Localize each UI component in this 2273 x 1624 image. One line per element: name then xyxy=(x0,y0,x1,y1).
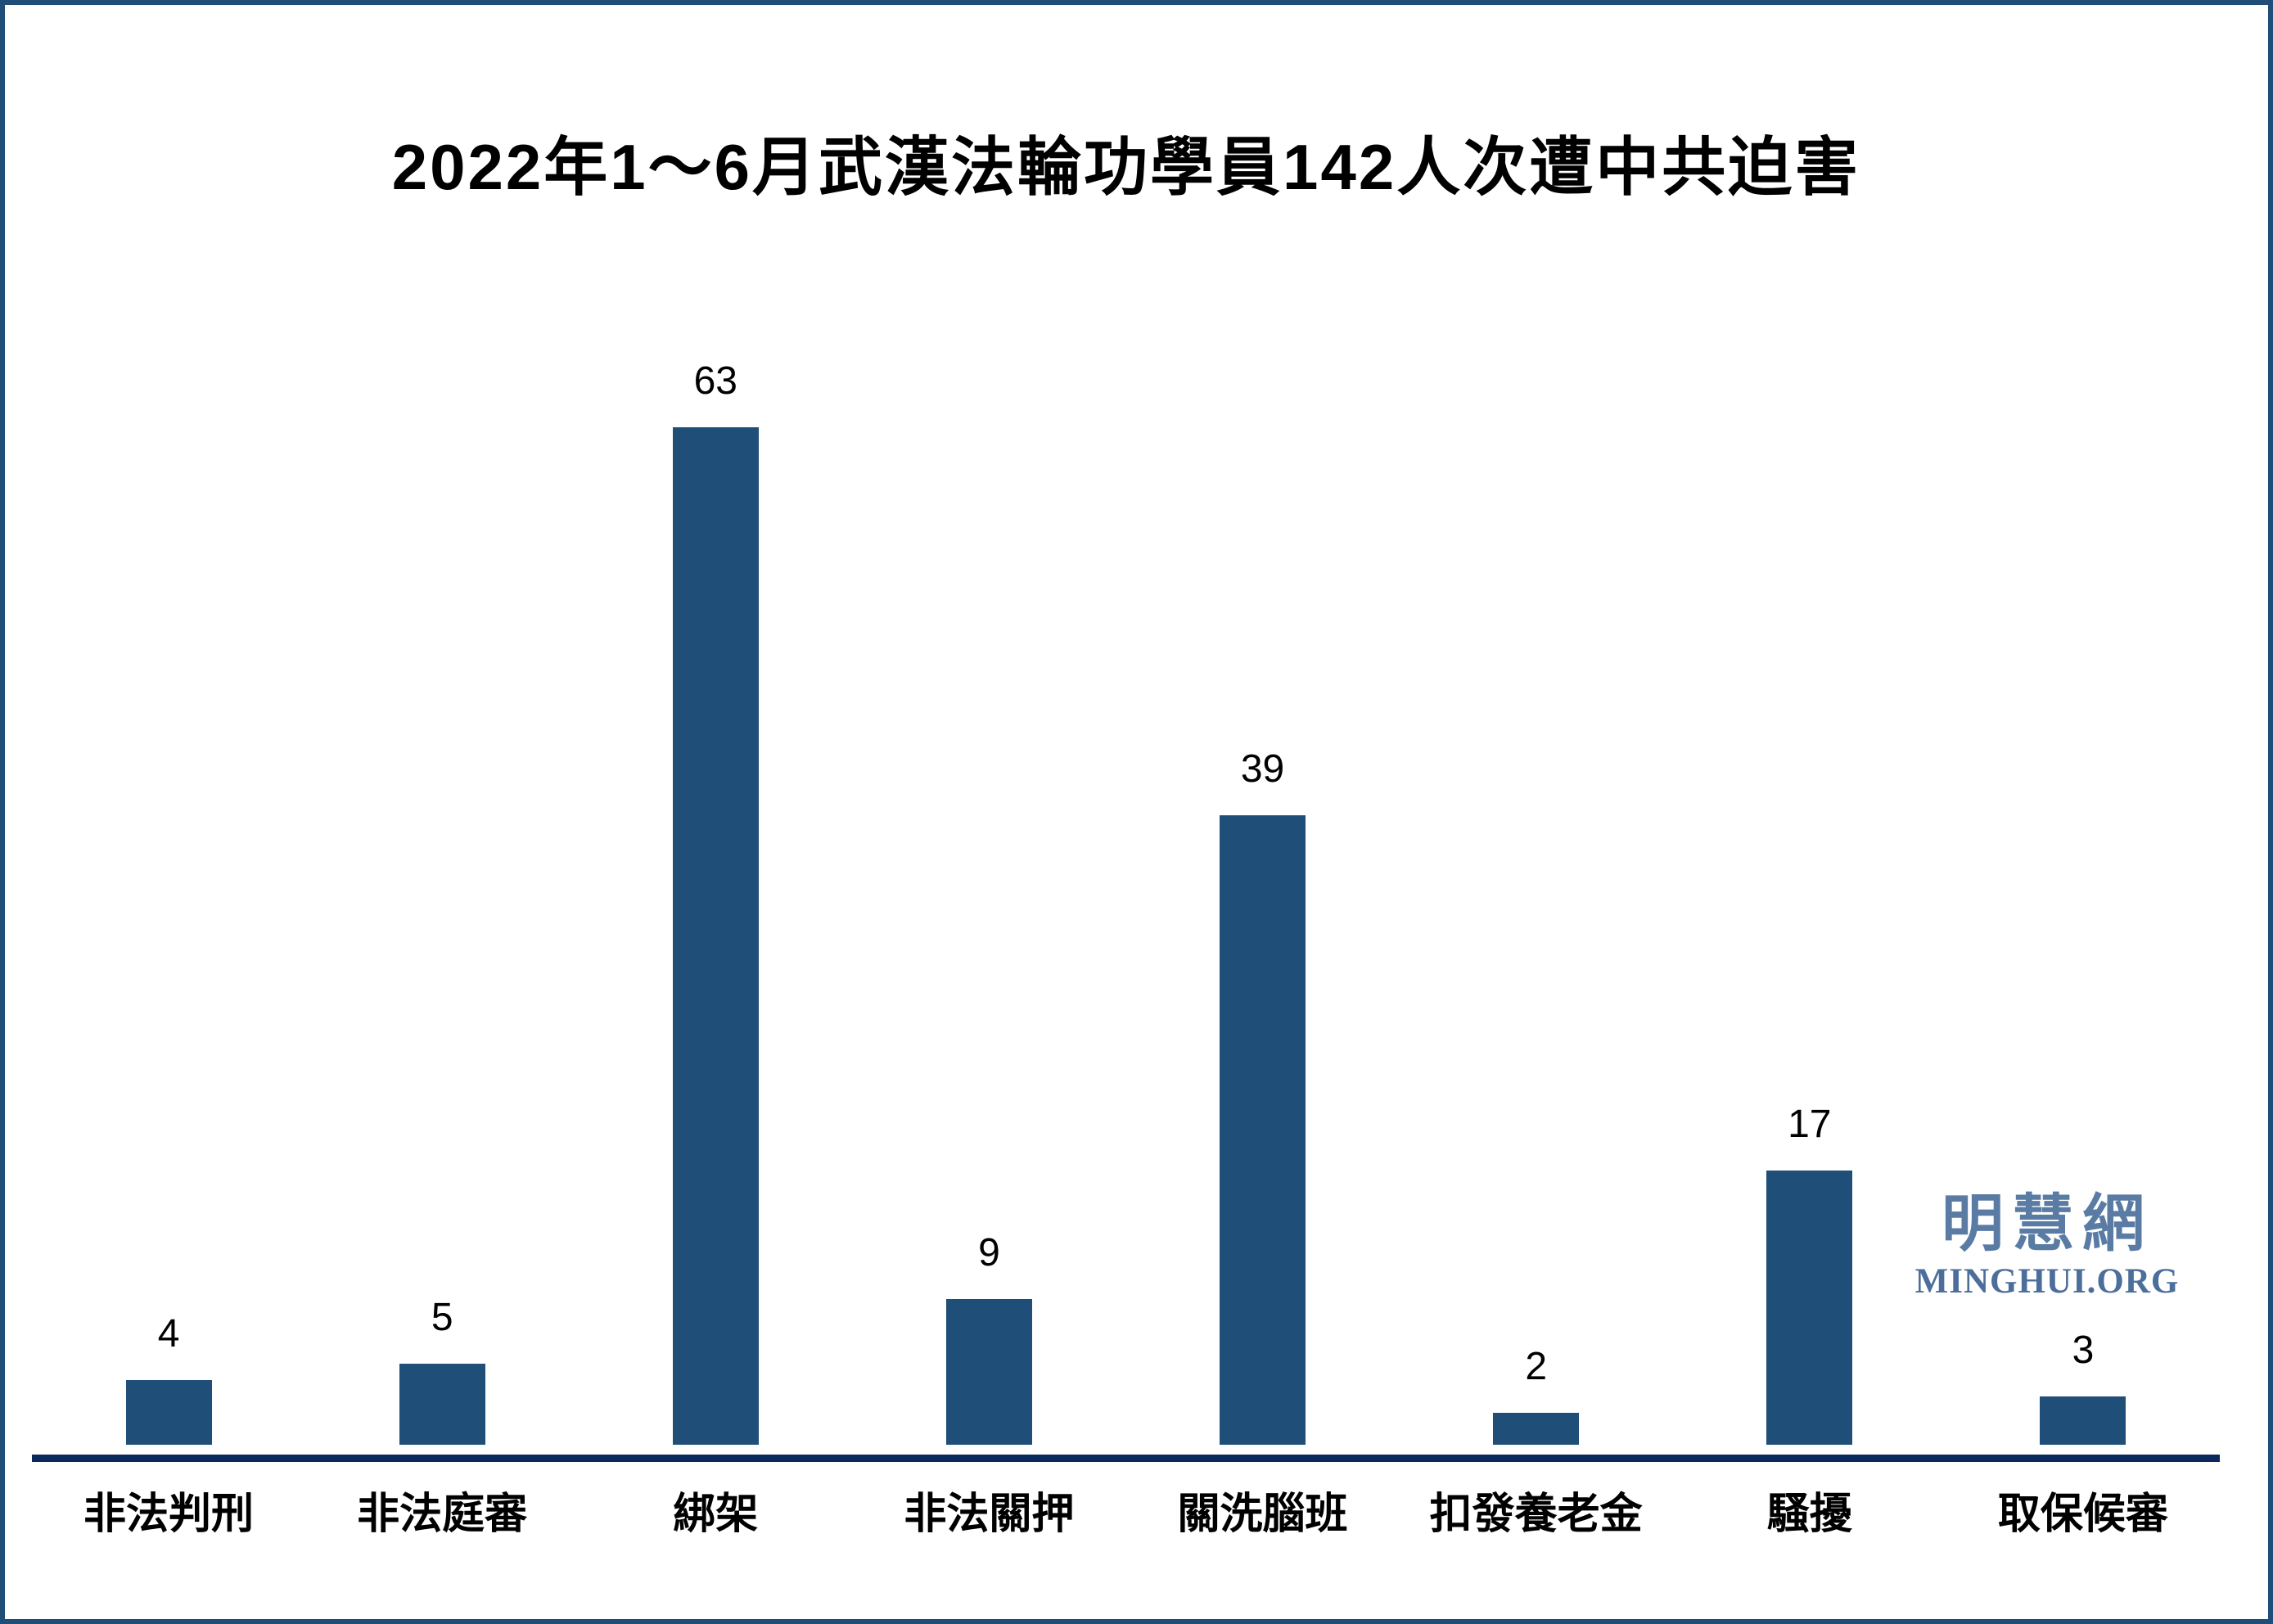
bar-slot: 5 xyxy=(305,250,579,1445)
x-axis-label: 取保候審 xyxy=(1997,1491,2168,1538)
bar-slot: 9 xyxy=(852,250,1125,1445)
bar-chart-plot-area: 4 5 63 9 39 2 17 3 xyxy=(32,250,2220,1445)
bar-value-label: 63 xyxy=(693,359,737,403)
watermark-latin-text: MINGHUI.ORG xyxy=(1914,1262,2180,1301)
watermark-cjk-text: 明慧網 xyxy=(1942,1189,2153,1259)
bar-value-label: 3 xyxy=(2072,1329,2095,1372)
bar-slot: 3 xyxy=(1946,250,2220,1445)
bar-value-label: 39 xyxy=(1240,747,1285,791)
bar-value-label: 17 xyxy=(1788,1103,1832,1146)
minghui-watermark: 明慧網 MINGHUI.ORG xyxy=(1873,1189,2221,1301)
bar-slot: 39 xyxy=(1126,250,1400,1445)
x-axis-label: 騷擾 xyxy=(1766,1491,1852,1538)
bar xyxy=(2040,1396,2126,1445)
bar-value-label: 9 xyxy=(978,1231,1000,1274)
x-axis-label: 非法關押 xyxy=(904,1491,1075,1538)
bar xyxy=(125,1380,212,1445)
x-axis-label: 綁架 xyxy=(673,1491,759,1538)
bar-slot: 4 xyxy=(32,250,305,1445)
chart-title: 2022年1～6月武漢法輪功學員142人次遭中共迫害 xyxy=(391,131,1861,203)
bar xyxy=(1766,1171,1853,1445)
bar xyxy=(945,1299,1032,1445)
bar-value-label: 2 xyxy=(1525,1345,1548,1388)
bar xyxy=(399,1364,485,1445)
bar xyxy=(1220,815,1306,1445)
x-axis-label: 非法庭審 xyxy=(357,1491,528,1538)
bar-value-label: 4 xyxy=(157,1312,180,1356)
bar-slot: 63 xyxy=(579,250,852,1445)
x-axis-label: 扣發養老金 xyxy=(1429,1491,1643,1538)
x-axis-label: 非法判刑 xyxy=(83,1491,255,1538)
x-axis-label: 關洗腦班 xyxy=(1177,1491,1348,1538)
bar xyxy=(672,427,759,1445)
bar-slot: 2 xyxy=(1400,250,1673,1445)
x-axis-labels: 非法判刑 非法庭審 綁架 非法關押 關洗腦班 扣發養老金 騷擾 取保候審 xyxy=(32,1491,2220,1538)
bar xyxy=(1493,1413,1580,1445)
bar-slot: 17 xyxy=(1673,250,1946,1445)
bar-value-label: 5 xyxy=(431,1296,453,1339)
x-axis-line xyxy=(32,1455,2220,1462)
